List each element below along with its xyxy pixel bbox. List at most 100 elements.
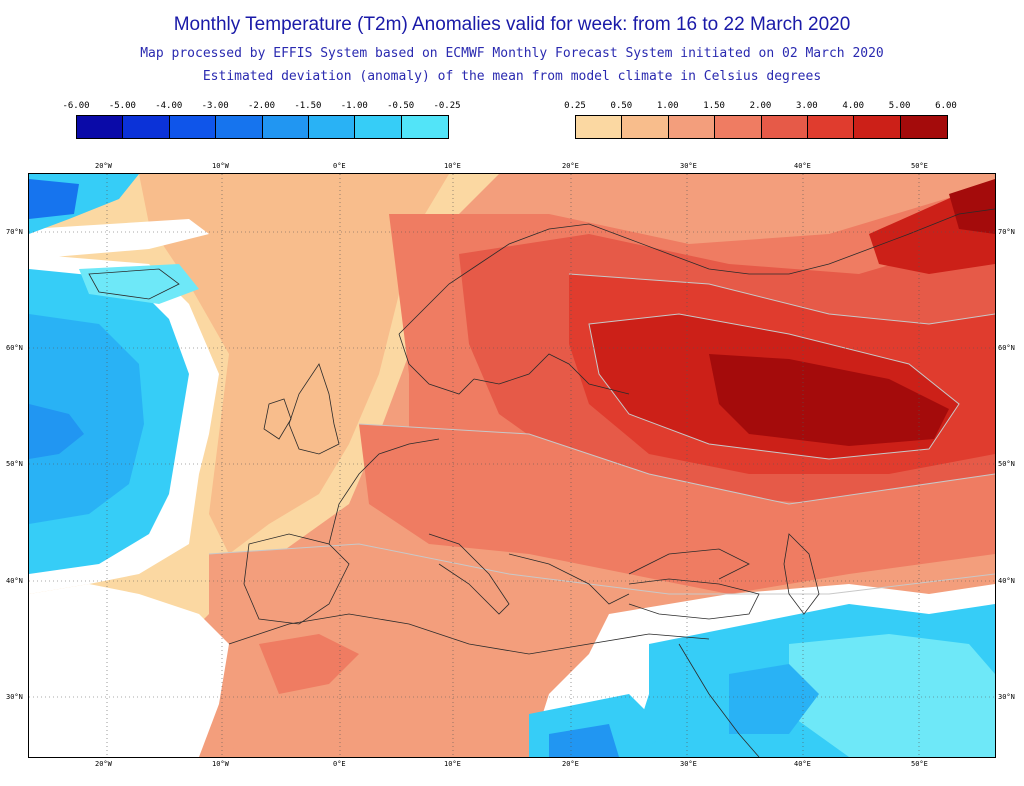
legend-cold-label: -0.50 xyxy=(387,101,415,111)
legend-cold-label: -4.00 xyxy=(155,101,183,111)
map-subtitle-processing: Map processed by EFFIS System based on E… xyxy=(140,46,884,61)
contour-line xyxy=(588,313,960,460)
legend-swatch xyxy=(900,116,947,138)
legend-swatch xyxy=(77,116,124,138)
field-mideast-blue xyxy=(729,664,819,734)
lon-label-top: 10°W xyxy=(212,162,229,170)
legend-swatch xyxy=(807,116,855,138)
field-egypt-blue xyxy=(549,724,619,757)
lat-label-left: 40°N xyxy=(6,577,23,585)
lat-label-left: 30°N xyxy=(6,693,23,701)
legend-cold-label: -3.00 xyxy=(201,101,229,111)
anomaly-map[interactable] xyxy=(28,173,996,758)
legend-cold-label: -0.25 xyxy=(433,101,461,111)
legend-swatch xyxy=(401,116,448,138)
legend-swatch xyxy=(123,116,170,138)
lon-label-top: 20°E xyxy=(562,162,579,170)
field-south-white xyxy=(29,584,229,757)
coast-baltic xyxy=(473,353,630,395)
legend-swatch xyxy=(854,116,901,138)
graticule xyxy=(29,174,995,757)
map-title: Monthly Temperature (T2m) Anomalies vali… xyxy=(173,14,851,35)
legend-warm-label: 0.25 xyxy=(564,101,586,111)
lon-label-bottom: 20°E xyxy=(562,760,579,768)
legend-swatch xyxy=(715,116,762,138)
legend-cold-label: -2.00 xyxy=(247,101,276,111)
legend-swatch xyxy=(308,116,356,138)
field-greenland-blue xyxy=(29,179,79,219)
lon-label-bottom: 30°E xyxy=(680,760,697,768)
lat-label-right: 40°N xyxy=(998,577,1015,585)
legend-warm-labels: 0.25 0.50 1.00 1.50 2.00 3.00 4.00 5.00 … xyxy=(564,101,957,115)
legend-cold-labels: -6.00 -5.00 -4.00 -3.00 -2.00 -1.50 -1.0… xyxy=(62,101,460,115)
legend-warm-colorbar xyxy=(575,115,948,139)
legend-swatch xyxy=(668,116,716,138)
coast-norway-south xyxy=(398,333,475,395)
legend-warm: 0.25 0.50 1.00 1.50 2.00 3.00 4.00 5.00 … xyxy=(564,101,957,141)
field-greenland-white xyxy=(29,219,209,259)
coast-black-sea xyxy=(628,548,750,580)
legend-warm-label: 1.00 xyxy=(656,101,679,111)
lon-label-top: 50°E xyxy=(911,162,928,170)
contour-line xyxy=(568,273,995,325)
coast-turkey xyxy=(628,578,760,620)
coast-caspian xyxy=(783,533,820,615)
legend-warm-label: 4.00 xyxy=(842,101,865,111)
lat-label-left: 60°N xyxy=(6,344,23,352)
coast-scandinavia xyxy=(398,208,995,335)
legend-warm-label: 3.00 xyxy=(796,101,818,111)
legend-swatch xyxy=(761,116,808,138)
legend-warm-label: 1.50 xyxy=(703,101,725,111)
legend-swatch xyxy=(216,116,263,138)
coast-balkans xyxy=(508,553,630,605)
legend-cold-label: -6.00 xyxy=(62,101,90,111)
coast-iberia xyxy=(243,533,350,625)
field-atlantic-blue xyxy=(29,404,84,459)
legend-swatch xyxy=(355,116,402,138)
field-deep-red-ne xyxy=(949,179,995,234)
legend-warm-label: 2.00 xyxy=(749,101,772,111)
lon-label-top: 30°E xyxy=(680,162,697,170)
lon-label-bottom: 50°E xyxy=(911,760,928,768)
lon-label-top: 20°W xyxy=(95,162,112,170)
field-light-orange-atlantic xyxy=(139,174,449,554)
coast-italy xyxy=(428,533,510,615)
field-atlantic-blue-light xyxy=(29,314,144,524)
lat-label-right: 30°N xyxy=(998,693,1015,701)
legend-swatch xyxy=(262,116,309,138)
coast-north-africa xyxy=(228,613,710,655)
field-coral-sahara xyxy=(259,634,359,694)
field-iceland-cyan xyxy=(79,264,199,304)
lat-label-left: 50°N xyxy=(6,460,23,468)
coast-iceland xyxy=(88,268,180,300)
field-deep-red-core xyxy=(709,354,949,446)
legend-swatch xyxy=(169,116,217,138)
lat-label-left: 70°N xyxy=(6,228,23,236)
legend-swatch xyxy=(576,116,623,138)
coast-ireland xyxy=(263,398,292,440)
coast-red-sea xyxy=(678,643,760,757)
contour-line xyxy=(358,423,995,505)
lon-label-top: 40°E xyxy=(794,162,811,170)
lon-label-top: 0°E xyxy=(333,162,346,170)
legend-warm-label: 5.00 xyxy=(888,101,911,111)
legend-cold: -6.00 -5.00 -4.00 -3.00 -2.00 -1.50 -1.0… xyxy=(62,101,461,141)
lon-label-bottom: 40°E xyxy=(794,760,811,768)
legend-cold-label: -5.00 xyxy=(108,101,136,111)
legend-swatch xyxy=(622,116,669,138)
field-coral-central xyxy=(359,424,995,594)
legend-cold-label: -1.50 xyxy=(294,101,322,111)
legend-warm-label: 0.50 xyxy=(610,101,633,111)
lat-label-right: 50°N xyxy=(998,460,1015,468)
lat-label-right: 70°N xyxy=(998,228,1015,236)
map-subtitle-units: Estimated deviation (anomaly) of the mea… xyxy=(202,69,822,84)
field-mideast-cyan-light xyxy=(789,634,995,757)
legend-cold-label: -1.00 xyxy=(340,101,368,111)
lon-label-bottom: 10°W xyxy=(212,760,229,768)
legend-cold-colorbar xyxy=(76,115,449,139)
field-sw-white-band xyxy=(29,594,89,674)
coast-britain xyxy=(288,363,340,455)
lon-label-bottom: 20°W xyxy=(95,760,112,768)
lat-label-right: 60°N xyxy=(998,344,1015,352)
coastlines xyxy=(88,208,995,757)
